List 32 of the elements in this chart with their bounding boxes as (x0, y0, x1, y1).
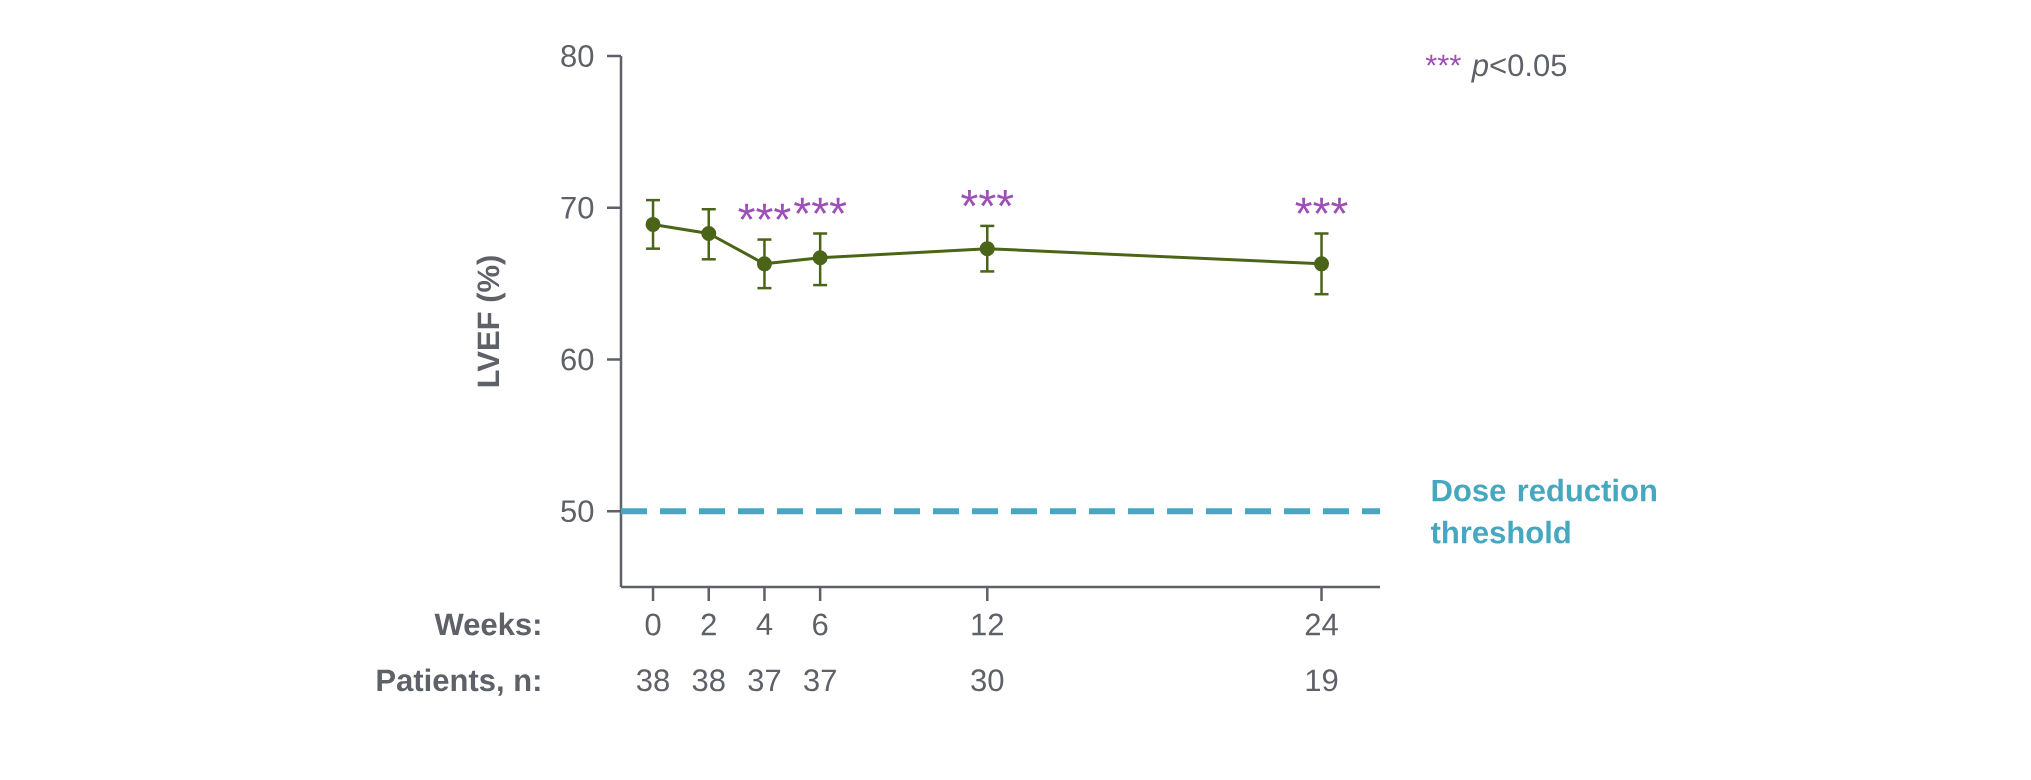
point (812, 250, 828, 266)
y-tick-label: 80 (561, 45, 594, 67)
annotation: *** (1295, 197, 1348, 214)
annotation: *** (961, 190, 1014, 207)
x-tick-label: 6 (813, 613, 828, 636)
x-tick-label: 4 (756, 613, 773, 635)
text: *** (1425, 54, 1461, 66)
x-axis-title: Weeks: (434, 612, 540, 636)
point (645, 216, 661, 232)
annotation: *** (738, 203, 791, 220)
text: Patients, n: (377, 668, 540, 696)
point (701, 226, 717, 241)
text: 19 (1306, 669, 1338, 692)
ref-line-label: Dose reduction threshold (1430, 478, 1656, 544)
y-tick-label: 70 (561, 196, 594, 219)
annotation: *** (794, 197, 847, 214)
text: 38 (692, 669, 725, 692)
point (1314, 256, 1330, 272)
x-tick-label: 24 (1305, 613, 1338, 636)
point (979, 241, 995, 257)
text: 30 (971, 669, 1004, 692)
y-tick-label: 50 (561, 500, 594, 523)
point (756, 256, 772, 272)
y-tick-label: 60 (561, 348, 594, 371)
y-axis-title: LVEF (%) (476, 256, 506, 387)
x-tick-label: 2 (701, 613, 716, 636)
text: 38 (636, 669, 669, 692)
x-tick-label: 0 (645, 613, 661, 636)
text: p<0.05 (1471, 54, 1567, 83)
text: 37 (748, 669, 781, 692)
text: 37 (804, 669, 836, 692)
x-tick-label: 12 (972, 613, 1003, 636)
